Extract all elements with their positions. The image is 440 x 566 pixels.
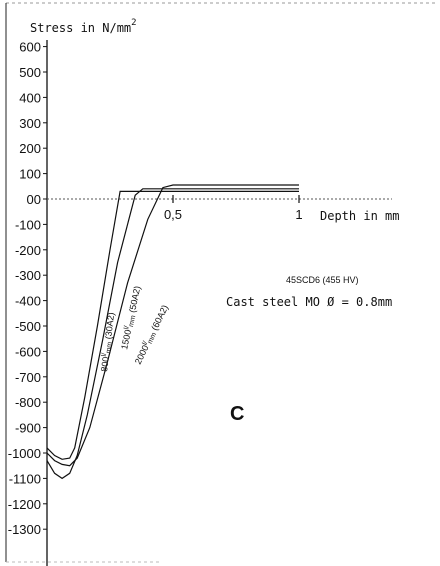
y-tick-label: -500 <box>15 319 41 334</box>
y-tick-label: -1000 <box>8 446 41 461</box>
y-tick-label: 00 <box>27 192 41 207</box>
series-label-1: 800l/mm (30A2) <box>99 312 117 373</box>
panel-letter: C <box>230 403 244 425</box>
y-tick-label: 600 <box>19 40 41 55</box>
y-tick-label: -700 <box>15 370 41 385</box>
y-axis: 600 500 400 300 200 100 00 -100 -200 -300 -400 -500… <box>8 40 48 566</box>
y-axis-label-text: Stress in N/mm <box>30 21 131 35</box>
material-description-label: Cast steel MO Ø = 0.8mm <box>226 295 392 309</box>
y-tick-label: -100 <box>15 217 41 232</box>
chart-frame <box>5 2 438 563</box>
series-line-1 <box>46 190 299 460</box>
y-axis-label: Stress in N/mm2 <box>30 18 137 35</box>
series-group <box>46 184 299 480</box>
material-grade-label: 45SCD6 (455 HV) <box>286 275 359 285</box>
series-line-3 <box>46 184 299 467</box>
y-tick-label: 300 <box>19 116 41 131</box>
x-axis-label: Depth in mm <box>320 209 399 223</box>
y-tick-label: 200 <box>19 141 41 156</box>
y-tick-label: -1300 <box>8 522 41 537</box>
series-label-2: 1500l/mm (50A2) <box>119 285 143 351</box>
series-line-2 <box>46 188 299 480</box>
y-tick-label: -200 <box>15 243 41 258</box>
y-tick-label: -800 <box>15 395 41 410</box>
x-axis: 0,5 1 <box>47 195 392 222</box>
y-tick-label: -1200 <box>8 497 41 512</box>
y-tick-label: -900 <box>15 421 41 436</box>
x-tick-label: 0,5 <box>164 207 182 222</box>
y-tick-label: 100 <box>19 167 41 182</box>
y-tick-label: -1100 <box>9 471 41 486</box>
y-tick-label: -300 <box>15 268 41 283</box>
y-tick-label: 500 <box>19 65 41 80</box>
series-label-3: 2000l/mm (60A2) <box>133 303 171 366</box>
y-axis-label-superscript: 2 <box>131 18 136 28</box>
x-tick-label: 1 <box>295 207 302 222</box>
y-tick-label: -400 <box>15 294 41 309</box>
series-labels: 800l/mm (30A2) 1500l/mm (50A2)2000l/mm (6… <box>99 285 171 373</box>
y-tick-label: 400 <box>19 90 41 105</box>
y-tick-label: -600 <box>15 344 41 359</box>
